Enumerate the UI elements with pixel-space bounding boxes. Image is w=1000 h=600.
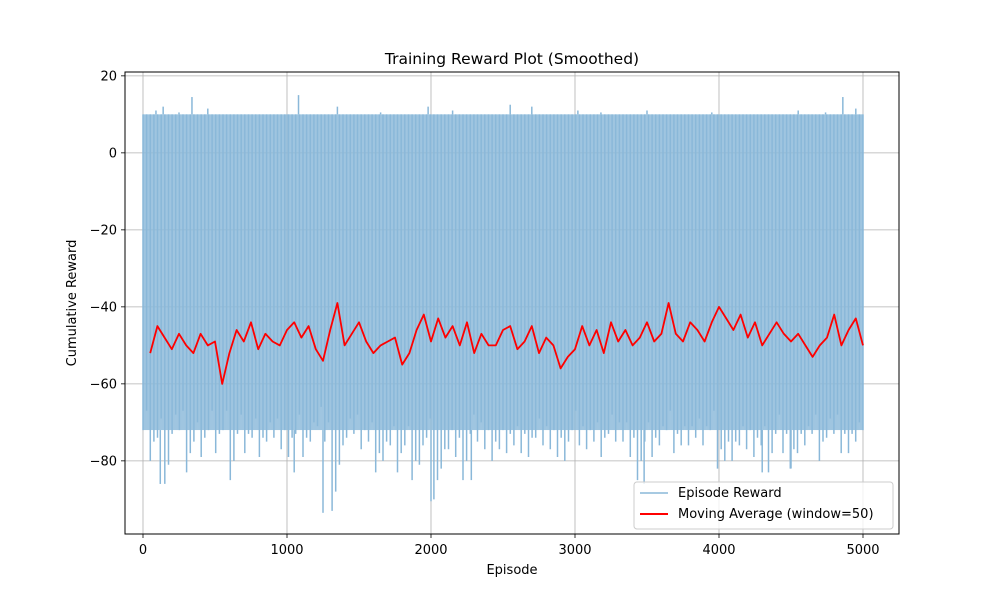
x-tick-label: 1000	[270, 543, 303, 558]
x-tick-label: 3000	[558, 543, 591, 558]
x-tick-label: 4000	[702, 543, 735, 558]
y-axis-ticks: −80 −60 −40 −20 0 20	[90, 69, 125, 469]
y-tick-label: 20	[100, 69, 117, 84]
x-axis-ticks: 0 1000 2000 3000 4000 5000	[139, 534, 880, 558]
x-tick-label: 5000	[846, 543, 879, 558]
legend-label-moving-average: Moving Average (window=50)	[678, 507, 874, 522]
moving-average-line	[149, 302, 864, 385]
x-tick-label: 2000	[414, 543, 447, 558]
y-tick-label: −40	[90, 300, 117, 315]
legend-label-episode-reward: Episode Reward	[678, 486, 782, 501]
chart-title: Training Reward Plot (Smoothed)	[384, 50, 639, 68]
episode-reward-line	[142, 114, 864, 511]
legend-box	[633, 481, 894, 530]
plot-frame	[124, 71, 900, 535]
y-tick-label: −20	[90, 223, 117, 238]
moving-average-series	[149, 302, 864, 385]
y-tick-label: −60	[90, 377, 117, 392]
x-tick-label: 0	[139, 543, 147, 558]
x-axis-title: Episode	[486, 563, 537, 578]
y-tick-label: 0	[109, 146, 117, 161]
episode-reward-series	[142, 95, 864, 513]
y-tick-label: −80	[90, 454, 117, 469]
y-axis-title: Cumulative Reward	[65, 240, 80, 367]
legend: Episode Reward Moving Average (window=50…	[633, 481, 894, 530]
